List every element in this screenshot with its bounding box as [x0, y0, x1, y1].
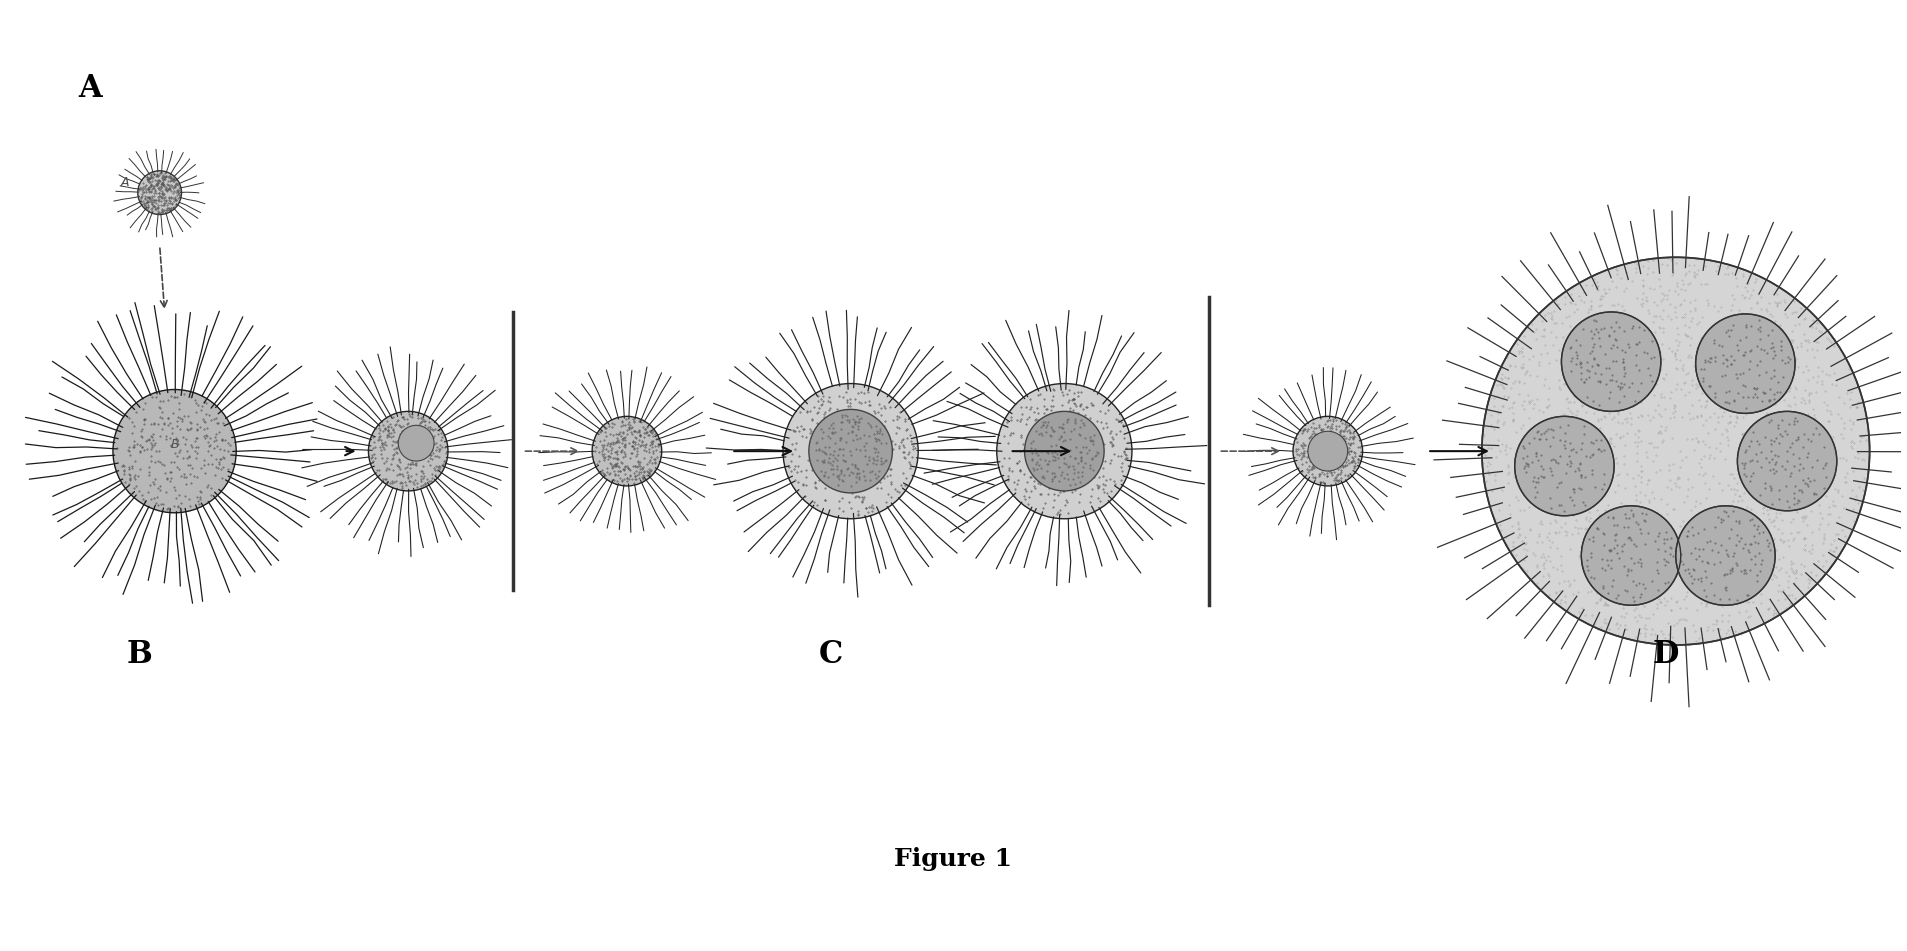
- Circle shape: [1562, 312, 1661, 412]
- Circle shape: [1581, 506, 1680, 605]
- Circle shape: [591, 417, 662, 486]
- Circle shape: [1293, 417, 1364, 486]
- Circle shape: [1514, 417, 1613, 515]
- Circle shape: [137, 171, 181, 215]
- Text: C: C: [818, 639, 843, 670]
- Circle shape: [1482, 258, 1869, 645]
- Text: Figure 1: Figure 1: [894, 846, 1013, 871]
- Text: A: A: [120, 176, 130, 189]
- Circle shape: [1737, 412, 1836, 511]
- Circle shape: [1695, 314, 1794, 414]
- Circle shape: [368, 412, 448, 491]
- Text: D: D: [1653, 639, 1678, 670]
- Circle shape: [1676, 506, 1775, 605]
- Circle shape: [1024, 412, 1104, 491]
- Circle shape: [1308, 431, 1348, 471]
- Text: A: A: [78, 73, 101, 104]
- Circle shape: [399, 425, 435, 461]
- Text: B: B: [170, 437, 179, 451]
- Circle shape: [113, 390, 236, 513]
- Circle shape: [784, 383, 917, 518]
- Circle shape: [809, 409, 892, 493]
- Text: B: B: [128, 639, 153, 670]
- Circle shape: [997, 383, 1133, 518]
